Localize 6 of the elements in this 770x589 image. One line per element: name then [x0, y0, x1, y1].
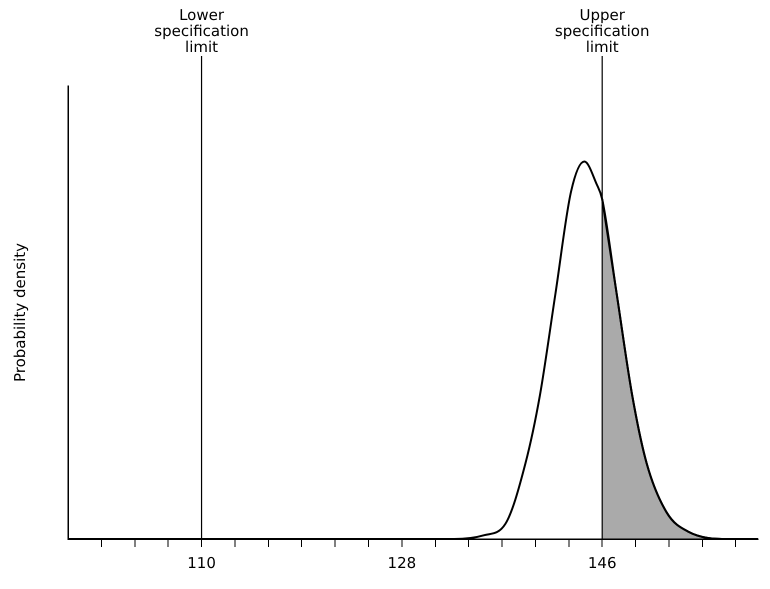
ref-line-label: Upper specification limit [554, 6, 650, 56]
x-tick-label: 146 [588, 554, 617, 572]
y-axis-title: Probability density [10, 242, 29, 382]
ref-line-label: Lower specification limit [154, 6, 249, 56]
x-tick-label: 110 [187, 554, 216, 572]
x-tick-label: 128 [388, 554, 416, 572]
